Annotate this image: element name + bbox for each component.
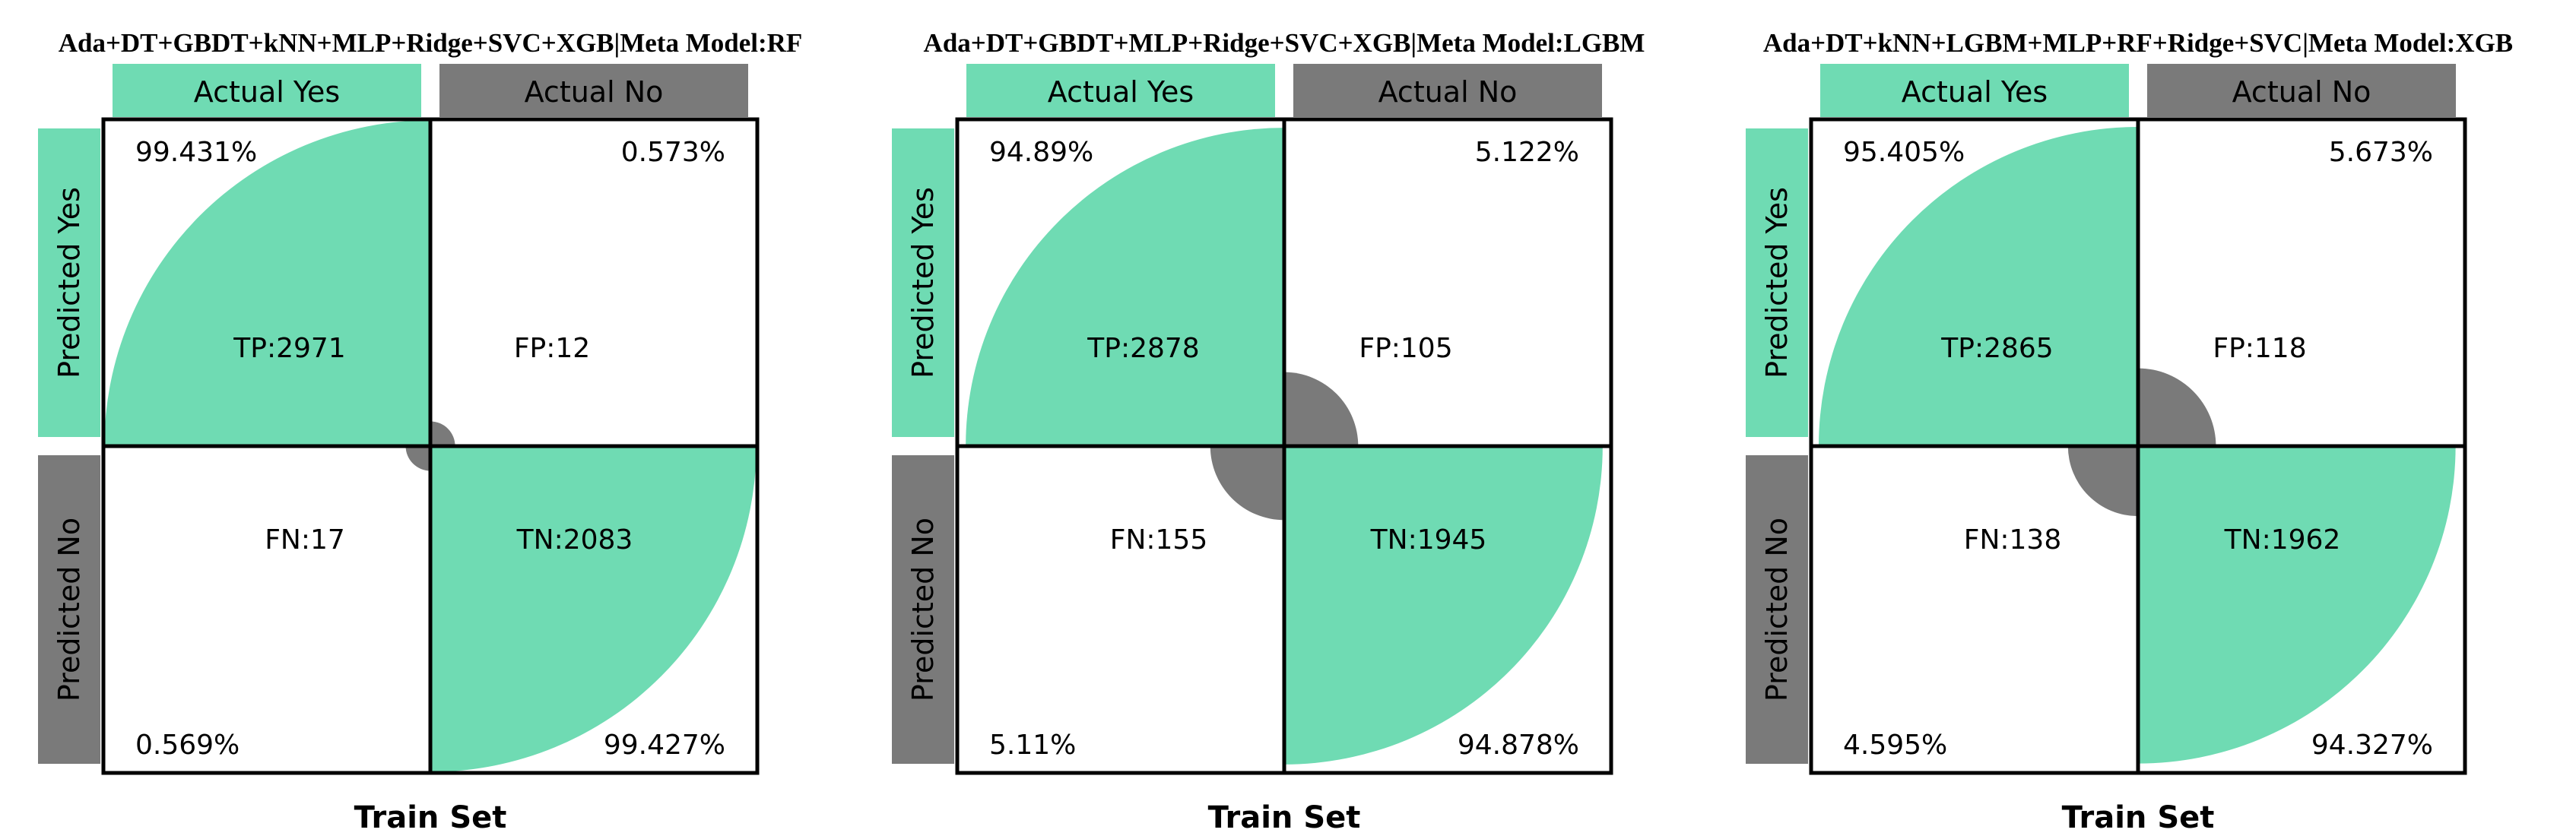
- fn-percent-label: 4.595%: [1843, 730, 1947, 761]
- fn-quarter-circle: [2067, 446, 2138, 517]
- predicted-no-label: Predicted No: [52, 518, 86, 701]
- fp-count-label: FP:12: [514, 333, 590, 364]
- actual-yes-label: Actual Yes: [1048, 75, 1194, 109]
- fp-percent-label: 5.673%: [2329, 137, 2433, 168]
- tp-percent-label: 94.89%: [989, 137, 1093, 168]
- actual-no-label: Actual No: [2232, 75, 2371, 109]
- fn-count-label: FN:138: [1964, 524, 2061, 556]
- predicted-no-header: [38, 455, 100, 764]
- fn-percent-label: 0.569%: [135, 730, 240, 761]
- predicted-yes-label: Predicted Yes: [906, 187, 940, 378]
- tn-quarter-circle: [2138, 446, 2456, 764]
- tn-count-label: TN:1962: [2224, 524, 2341, 556]
- tn-count-label: TN:1945: [1370, 524, 1487, 556]
- fp-quarter-circle: [2138, 368, 2216, 446]
- actual-no-header: [439, 64, 748, 117]
- fn-count-label: FN:155: [1110, 524, 1207, 556]
- fp-quarter-circle: [1284, 372, 1359, 446]
- x-axis-label: Train Set: [354, 800, 507, 835]
- predicted-yes-header: [38, 128, 100, 437]
- tp-quarter-circle: [966, 128, 1284, 446]
- x-axis-label: Train Set: [1208, 800, 1361, 835]
- fn-quarter-circle: [405, 446, 430, 471]
- actual-yes-label: Actual Yes: [194, 75, 340, 109]
- actual-yes-label: Actual Yes: [1902, 75, 2048, 109]
- tn-percent-label: 99.427%: [604, 730, 725, 761]
- fp-count-label: FP:118: [2213, 333, 2306, 364]
- predicted-no-label: Predicted No: [906, 518, 940, 701]
- tp-count-label: TP:2865: [1940, 333, 2053, 364]
- fp-count-label: FP:105: [1359, 333, 1452, 364]
- fn-percent-label: 5.11%: [989, 730, 1076, 761]
- predicted-yes-label: Predicted Yes: [1760, 187, 1794, 378]
- tn-quarter-circle: [1284, 446, 1603, 765]
- predicted-no-header: [1746, 455, 1808, 764]
- confusion-matrix-panel-3: Ada+DT+kNN+LGBM+MLP+RF+Ridge+SVC|Meta Mo…: [1746, 28, 2513, 835]
- actual-no-label: Actual No: [525, 75, 664, 109]
- tp-percent-label: 95.405%: [1843, 137, 1965, 168]
- predicted-yes-label: Predicted Yes: [52, 187, 86, 378]
- x-axis-label: Train Set: [2062, 800, 2215, 835]
- tp-quarter-circle: [1818, 126, 2138, 446]
- confusion-matrix-panel-1: Ada+DT+GBDT+kNN+MLP+Ridge+SVC+XGB|Meta M…: [38, 28, 802, 835]
- confusion-matrix-panel-2: Ada+DT+GBDT+MLP+Ridge+SVC+XGB|Meta Model…: [892, 28, 1645, 835]
- actual-yes-header: [966, 64, 1275, 117]
- fn-quarter-circle: [1210, 446, 1284, 521]
- tn-count-label: TN:2083: [516, 524, 633, 556]
- tn-percent-label: 94.327%: [2311, 730, 2433, 761]
- fp-percent-label: 5.122%: [1475, 137, 1579, 168]
- tn-percent-label: 94.878%: [1458, 730, 1579, 761]
- actual-no-header: [2147, 64, 2456, 117]
- panel-title: Ada+DT+GBDT+kNN+MLP+Ridge+SVC+XGB|Meta M…: [59, 28, 803, 58]
- fn-count-label: FN:17: [265, 524, 345, 556]
- actual-no-label: Actual No: [1378, 75, 1518, 109]
- predicted-yes-header: [892, 128, 954, 437]
- actual-yes-header: [1820, 64, 2129, 117]
- tp-percent-label: 99.431%: [135, 137, 257, 168]
- tp-count-label: TP:2971: [233, 333, 345, 364]
- predicted-no-header: [892, 455, 954, 764]
- fp-percent-label: 0.573%: [621, 137, 725, 168]
- tp-count-label: TP:2878: [1087, 333, 1199, 364]
- tn-quarter-circle: [430, 446, 757, 772]
- panel-title: Ada+DT+GBDT+MLP+Ridge+SVC+XGB|Meta Model…: [924, 28, 1645, 58]
- predicted-no-label: Predicted No: [1760, 518, 1794, 701]
- panel-title: Ada+DT+kNN+LGBM+MLP+RF+Ridge+SVC|Meta Mo…: [1763, 28, 2513, 58]
- actual-yes-header: [113, 64, 421, 117]
- actual-no-header: [1293, 64, 1602, 117]
- tp-quarter-circle: [104, 120, 430, 446]
- fp-quarter-circle: [430, 421, 455, 446]
- predicted-yes-header: [1746, 128, 1808, 437]
